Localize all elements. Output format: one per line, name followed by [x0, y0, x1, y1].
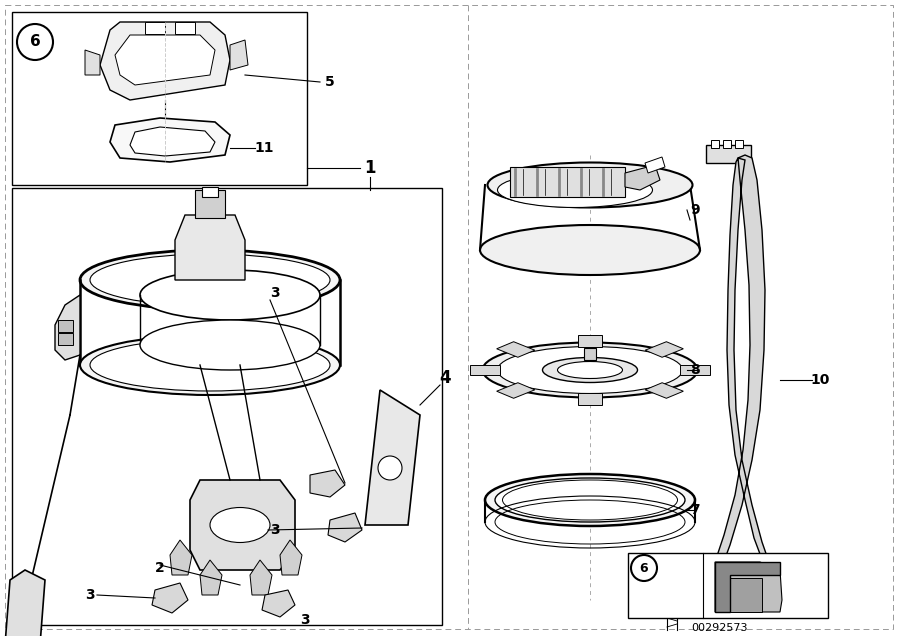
Ellipse shape — [80, 250, 340, 310]
Polygon shape — [365, 390, 420, 525]
Polygon shape — [578, 335, 602, 347]
Polygon shape — [5, 570, 45, 636]
Text: 7: 7 — [690, 503, 700, 517]
Text: 6: 6 — [30, 34, 40, 50]
Ellipse shape — [482, 343, 698, 398]
Text: 4: 4 — [439, 369, 451, 387]
Polygon shape — [85, 50, 100, 75]
Bar — [706, 145, 751, 163]
Polygon shape — [250, 560, 272, 595]
Circle shape — [631, 555, 657, 581]
Ellipse shape — [557, 361, 623, 378]
Text: 8: 8 — [690, 363, 700, 377]
Polygon shape — [152, 583, 188, 613]
Ellipse shape — [210, 508, 270, 543]
Polygon shape — [130, 127, 215, 156]
Polygon shape — [578, 393, 602, 405]
Polygon shape — [680, 365, 710, 375]
Ellipse shape — [140, 320, 320, 370]
Text: 00292573: 00292573 — [692, 623, 748, 633]
Bar — [711, 140, 719, 148]
Polygon shape — [190, 480, 295, 570]
Bar — [175, 22, 195, 34]
Text: 3: 3 — [270, 523, 280, 537]
Bar — [735, 140, 743, 148]
Polygon shape — [625, 165, 660, 190]
Polygon shape — [510, 167, 625, 197]
Bar — [58, 333, 73, 345]
Polygon shape — [200, 560, 222, 595]
Bar — [12, 188, 442, 625]
Polygon shape — [715, 562, 782, 612]
Circle shape — [378, 456, 402, 480]
Polygon shape — [115, 35, 215, 85]
Polygon shape — [645, 157, 665, 173]
Ellipse shape — [90, 339, 330, 391]
Ellipse shape — [543, 357, 637, 382]
Text: 11: 11 — [254, 141, 274, 155]
Bar — [12, 12, 307, 185]
Ellipse shape — [80, 335, 340, 395]
Bar — [145, 22, 165, 34]
Polygon shape — [310, 470, 345, 497]
Ellipse shape — [498, 172, 652, 207]
Ellipse shape — [480, 225, 700, 275]
Polygon shape — [328, 513, 362, 542]
Bar — [723, 140, 731, 148]
Text: 3: 3 — [301, 613, 310, 627]
Text: 10: 10 — [810, 373, 830, 387]
Polygon shape — [55, 295, 80, 360]
Polygon shape — [715, 562, 780, 612]
Text: 5: 5 — [325, 75, 335, 89]
Polygon shape — [645, 383, 683, 398]
Polygon shape — [175, 215, 245, 280]
Ellipse shape — [90, 254, 330, 306]
Bar — [58, 320, 73, 332]
Text: 1: 1 — [364, 159, 376, 177]
Ellipse shape — [488, 163, 692, 207]
Polygon shape — [703, 155, 778, 592]
Bar — [702, 590, 710, 598]
Polygon shape — [497, 383, 535, 398]
Ellipse shape — [485, 474, 695, 526]
Circle shape — [668, 568, 676, 576]
Text: 3: 3 — [86, 588, 94, 602]
Polygon shape — [280, 540, 302, 575]
Bar — [584, 348, 596, 360]
Bar — [628, 553, 828, 618]
Ellipse shape — [495, 478, 685, 522]
Polygon shape — [170, 540, 192, 575]
Circle shape — [17, 24, 53, 60]
Ellipse shape — [502, 480, 678, 520]
Polygon shape — [262, 590, 295, 617]
Text: 3: 3 — [270, 286, 280, 300]
Text: 6: 6 — [640, 562, 648, 574]
Bar — [195, 190, 225, 218]
Polygon shape — [110, 118, 230, 162]
Text: 2: 2 — [155, 561, 165, 575]
Polygon shape — [100, 22, 230, 100]
Polygon shape — [715, 578, 762, 612]
Text: 9: 9 — [690, 203, 700, 217]
Polygon shape — [470, 365, 500, 375]
Bar — [202, 187, 218, 197]
Circle shape — [664, 564, 680, 580]
Polygon shape — [230, 40, 248, 70]
Polygon shape — [645, 342, 683, 357]
Ellipse shape — [140, 270, 320, 320]
Bar — [700, 588, 730, 604]
Ellipse shape — [498, 347, 682, 394]
Polygon shape — [497, 342, 535, 357]
